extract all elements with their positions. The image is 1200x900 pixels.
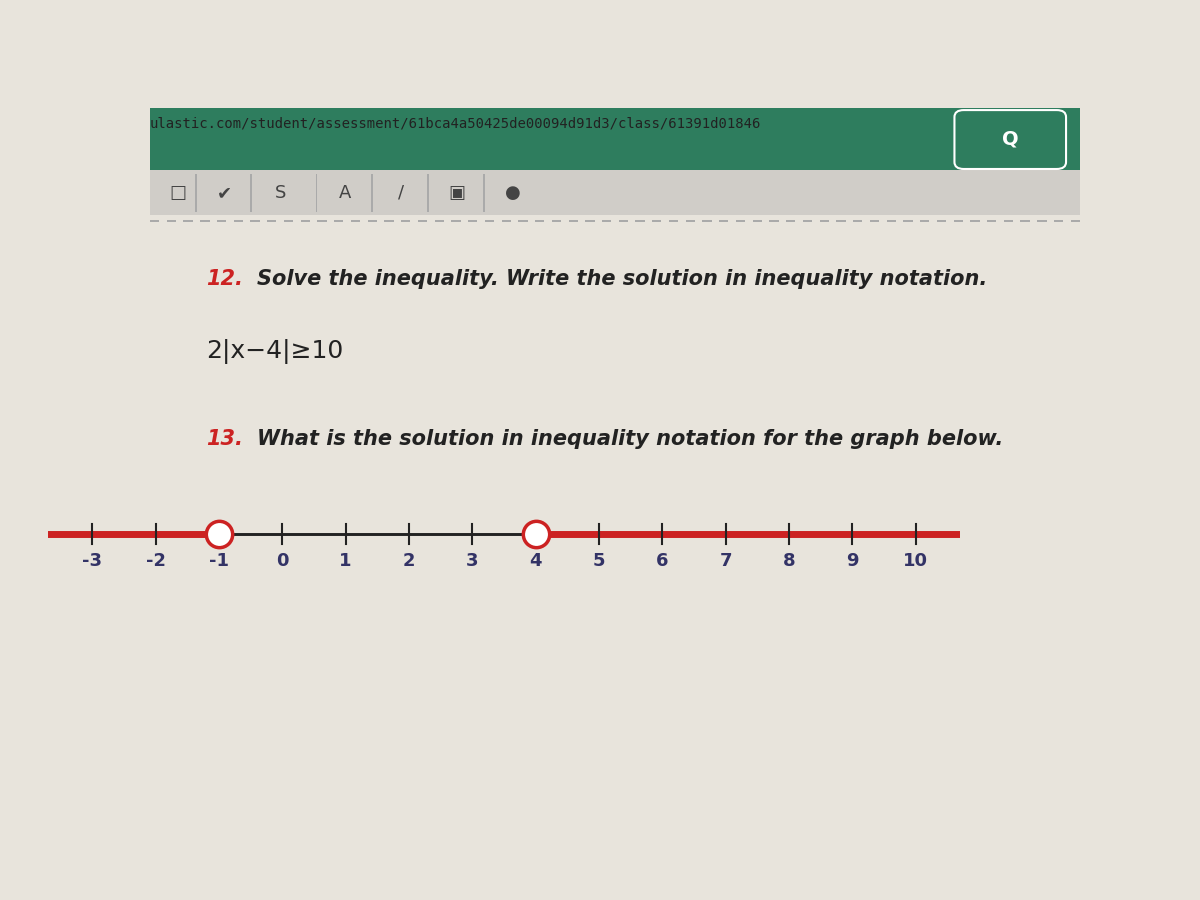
Bar [468,220,478,222]
Text: 8: 8 [782,553,796,571]
Bar [384,220,394,222]
Text: 5: 5 [593,553,605,571]
Bar [752,220,762,222]
Bar [350,220,360,222]
Text: What is the solution in inequality notation for the graph below.: What is the solution in inequality notat… [257,429,1003,449]
Bar [427,174,430,212]
Text: 1: 1 [340,553,352,571]
Text: 10: 10 [904,553,928,571]
Bar [150,220,160,222]
Bar [719,220,728,222]
Bar [653,220,661,222]
Bar [268,220,276,222]
Text: 6: 6 [656,553,668,571]
Bar [518,220,528,222]
Text: A: A [340,184,352,202]
Bar [954,220,962,222]
Text: ●: ● [505,184,521,202]
Bar [702,220,712,222]
Text: S: S [275,184,286,202]
Bar [836,220,846,222]
Bar [485,220,494,222]
Text: Solve the inequality. Write the solution in inequality notation.: Solve the inequality. Write the solution… [257,269,988,290]
Bar [502,220,511,222]
Bar [150,108,1080,170]
Text: ✔: ✔ [217,184,232,202]
Bar [401,220,410,222]
Bar [820,220,829,222]
Bar [736,220,745,222]
Bar [1054,220,1063,222]
Bar [769,220,779,222]
Bar [803,220,812,222]
FancyBboxPatch shape [954,110,1066,169]
Bar [569,220,578,222]
Bar [150,170,1080,215]
Text: 2|x−4|≥10: 2|x−4|≥10 [206,338,343,364]
Bar [184,220,193,222]
Bar [217,220,227,222]
Text: 3: 3 [466,553,479,571]
Bar [167,220,176,222]
Text: 13.: 13. [206,429,242,449]
Bar [602,220,611,222]
Text: -2: -2 [145,553,166,571]
Text: □: □ [169,184,186,202]
Bar [200,220,210,222]
Text: 7: 7 [720,553,732,571]
Text: -1: -1 [209,553,229,571]
Bar [367,220,377,222]
Bar [301,220,310,222]
Bar [1003,220,1013,222]
Bar [251,220,259,222]
Bar [685,220,695,222]
Bar [786,220,796,222]
Bar [870,220,880,222]
Point [526,526,545,541]
Bar [853,220,863,222]
Bar [619,220,628,222]
Bar [986,220,996,222]
Bar [451,220,461,222]
Bar [668,220,678,222]
Bar [920,220,929,222]
Text: 12.: 12. [206,269,242,290]
Bar [636,220,644,222]
Bar [1070,220,1080,222]
Bar [1020,220,1030,222]
Bar [371,174,373,212]
Text: 4: 4 [529,553,542,571]
Bar [971,220,979,222]
Bar [284,220,293,222]
Text: -3: -3 [83,553,102,571]
Bar [317,220,326,222]
Bar [1037,220,1046,222]
Bar [887,220,896,222]
Text: 9: 9 [846,553,858,571]
Bar [552,220,562,222]
Bar [234,220,242,222]
Bar [904,220,912,222]
Bar [482,174,485,212]
Bar [586,220,594,222]
Text: Q: Q [1002,130,1019,148]
Bar [251,174,252,212]
Bar [334,220,343,222]
Text: /: / [398,184,404,202]
Point [210,526,229,541]
Text: 0: 0 [276,553,288,571]
Text: ulastic.com/student/assessment/61bca4a50425de00094d91d3/class/61391d01846: ulastic.com/student/assessment/61bca4a50… [150,116,761,130]
Bar [937,220,946,222]
Bar [535,220,545,222]
Bar [418,220,427,222]
Text: 2: 2 [403,553,415,571]
Bar [316,174,317,212]
Bar [434,220,444,222]
Bar [194,174,197,212]
Text: ▣: ▣ [449,184,466,202]
